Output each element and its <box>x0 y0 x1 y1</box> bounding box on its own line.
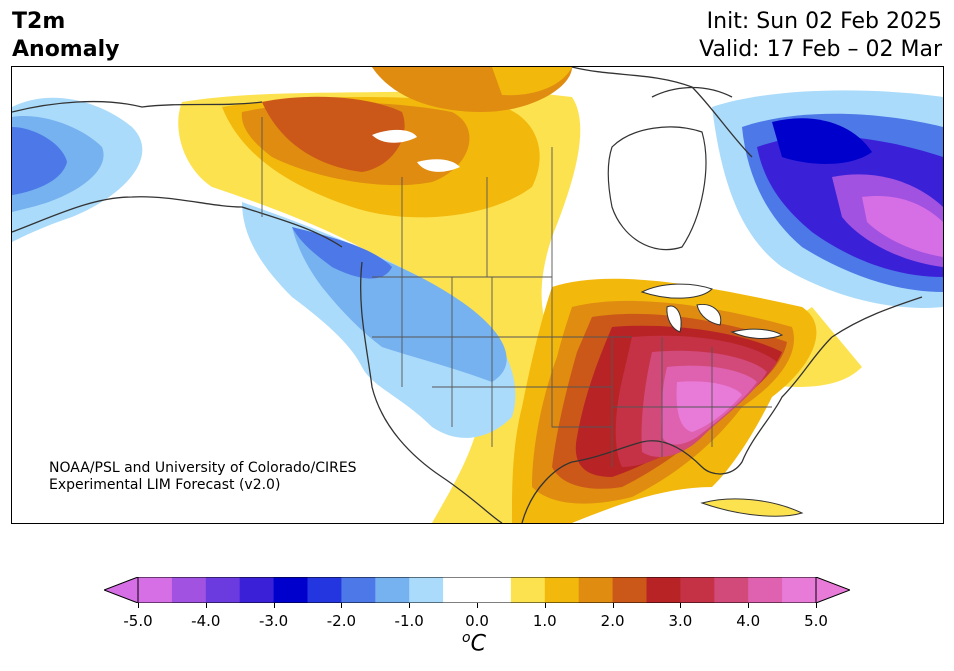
map-title: T2m Anomaly <box>12 8 119 64</box>
title-line1: T2m <box>12 9 66 34</box>
colorbar-tick-mark <box>138 603 139 608</box>
colorbar-tick-label: -2.0 <box>326 612 357 630</box>
colorbar-cell <box>578 577 614 603</box>
colorbar-cell <box>205 577 241 603</box>
colorbar-cell <box>510 577 546 603</box>
colorbar-tick-mark <box>680 603 682 608</box>
colorbar-left-arrow <box>104 577 139 603</box>
colorbar-tick-label: 1.0 <box>532 612 557 630</box>
colorbar-tick-mark <box>341 603 343 608</box>
arctic-island-2 <box>417 159 460 172</box>
colorbar-tick-mark <box>205 603 207 608</box>
colorbar-cell <box>307 577 342 603</box>
init-date: Init: Sun 02 Feb 2025 <box>706 9 942 34</box>
colorbar-cell <box>680 577 715 603</box>
colorbar-tick-mark <box>273 603 275 608</box>
colorbar <box>104 577 850 603</box>
colorbar-tick-label: -5.0 <box>123 612 153 630</box>
hudson-cold <box>772 118 872 164</box>
units-label: oC <box>462 630 486 656</box>
colorbar-cell <box>612 577 647 603</box>
colorbar-cell <box>646 577 681 603</box>
colorbar-tick-label: -3.0 <box>258 612 289 630</box>
hudson-bay <box>607 126 707 251</box>
colorbar-tick-mark <box>477 603 478 608</box>
credit-line2: Experimental LIM Forecast (v2.0) <box>49 477 281 493</box>
forecast-dates: Init: Sun 02 Feb 2025 Valid: 17 Feb – 02… <box>699 8 942 64</box>
credit-text: NOAA/PSL and University of Colorado/CIRE… <box>49 460 357 494</box>
state-borders <box>261 117 772 467</box>
colorbar-tick-label: 2.0 <box>600 612 625 630</box>
colorbar-cell <box>341 577 376 603</box>
coastlines <box>12 67 923 523</box>
labrador-cold-peak <box>862 196 943 257</box>
colorbar-cell <box>477 577 512 603</box>
alaska-cool-strong <box>12 127 67 195</box>
colorbar-cell <box>443 577 478 603</box>
colorbar-right-arrow <box>815 577 850 603</box>
arctic-island-1 <box>372 129 417 143</box>
colorbar-tick-mark <box>612 603 614 608</box>
valid-range: Valid: 17 Feb – 02 Mar <box>699 37 942 62</box>
cuba-island <box>700 498 804 517</box>
credit-line1: NOAA/PSL and University of Colorado/CIRE… <box>49 460 357 476</box>
colorbar-tick-mark <box>748 603 750 608</box>
colorbar-cell <box>748 577 783 603</box>
canada-warm-strong <box>262 96 405 172</box>
colorbar-tick-mark <box>544 603 546 608</box>
units-degree: o <box>462 630 471 646</box>
colorbar-cell <box>409 577 444 603</box>
anomaly-map <box>11 66 944 524</box>
colorbar-cell <box>239 577 275 603</box>
colorbar-tick-label: 5.0 <box>804 612 828 630</box>
colorbar-cell <box>544 577 580 603</box>
colorbar-cell <box>138 577 173 603</box>
colorbar-cell <box>375 577 410 603</box>
colorbar-cell <box>273 577 308 603</box>
colorbar-tick-mark <box>816 603 817 608</box>
colorbar-frame <box>137 577 817 603</box>
map-canvas <box>12 67 943 523</box>
colorbar-tick-label: 0.0 <box>465 612 489 630</box>
colorbar-cell <box>171 577 207 603</box>
title-line2: Anomaly <box>12 37 120 62</box>
colorbar-tick-mark <box>409 603 411 608</box>
great-lakes <box>640 283 784 340</box>
west-cool-strong <box>292 227 392 279</box>
colorbar-cell <box>714 577 749 603</box>
colorbar-tick-label: 3.0 <box>668 612 693 630</box>
colorbar-tick-label: 4.0 <box>736 612 761 630</box>
units-base: C <box>470 631 486 657</box>
arctic-warm-light <box>492 67 572 96</box>
colorbar-tick-label: -4.0 <box>191 612 221 630</box>
colorbar-cell <box>782 577 817 603</box>
colorbar-tick-label: -1.0 <box>394 612 424 630</box>
